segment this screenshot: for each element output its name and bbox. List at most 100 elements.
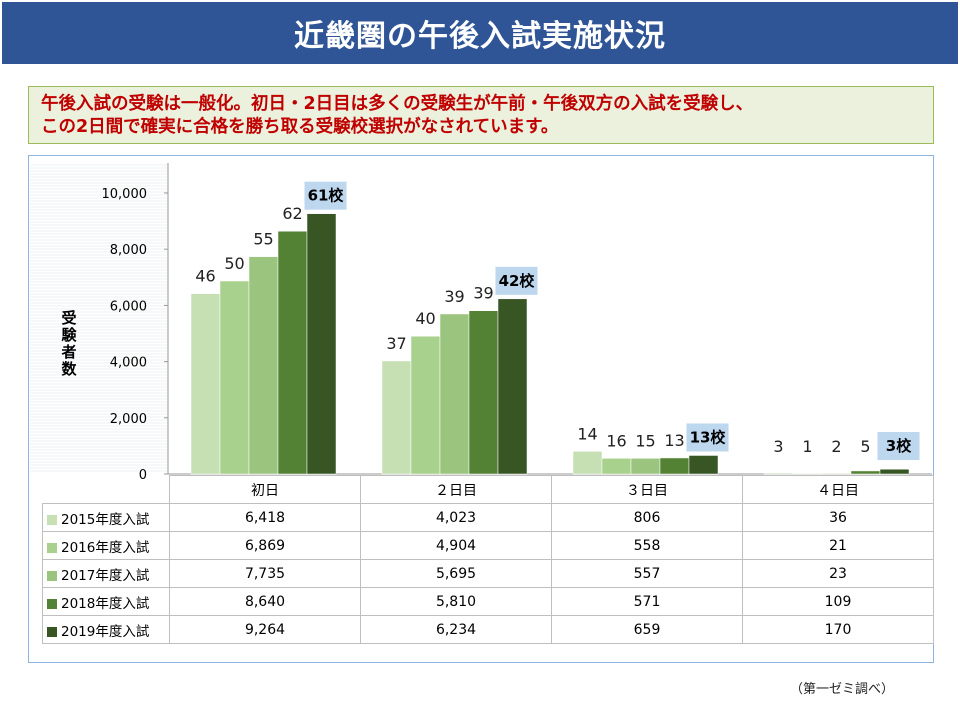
category-label: ３日目: [551, 475, 743, 504]
school-count-label: 15: [635, 431, 655, 450]
bar: [497, 298, 528, 475]
value-cell: 571: [551, 587, 743, 616]
school-count-label: 16: [606, 431, 626, 450]
school-count-label: 3校: [886, 437, 912, 455]
bar: [850, 470, 881, 475]
school-count-label: 5: [860, 437, 870, 456]
school-count-label: 39: [473, 284, 493, 303]
bar: [601, 458, 632, 475]
bar: [630, 458, 661, 475]
value-cell: 6,869: [169, 531, 361, 560]
bar: [821, 473, 852, 475]
value-cell: 5,810: [360, 587, 552, 616]
series-legend: 2018年度入試: [42, 587, 170, 616]
table-row: 2016年度入試 6,869 4,904 558 21: [42, 531, 934, 560]
y-axis-label-char: 者: [61, 343, 77, 361]
value-cell: 557: [551, 559, 743, 588]
value-cell: 806: [551, 503, 743, 532]
legend-swatch: [47, 570, 57, 581]
callout-line-1: 午後入試の受験は一般化。初日・2日目は多くの受験生が午前・午後双方の入試を受験し…: [41, 94, 754, 114]
value-cell: 7,735: [169, 559, 361, 588]
y-axis-label-char: 数: [61, 360, 77, 378]
legend-swatch: [47, 514, 57, 525]
bar: [277, 230, 308, 475]
school-count-highlight: [304, 181, 347, 210]
value-cell: 6,234: [360, 615, 552, 644]
y-axis-label: 受験者数: [58, 310, 80, 378]
category-label: ４日目: [742, 475, 934, 504]
y-tick-label: 2,000: [110, 412, 147, 427]
bar: [659, 457, 690, 475]
series-name: 2015年度入試: [61, 511, 150, 528]
value-cell: 4,023: [360, 503, 552, 532]
table-row: 2019年度入試 9,264 6,234 659 170: [42, 615, 934, 644]
summary-callout: 午後入試の受験は一般化。初日・2日目は多くの受験生が午前・午後双方の入試を受験し…: [28, 86, 934, 144]
school-count-label: 13校: [690, 428, 727, 446]
bar: [688, 455, 719, 475]
category-label: ２日目: [360, 475, 552, 504]
bar: [190, 293, 221, 475]
school-count-label: 3: [773, 437, 783, 456]
y-tick-label: 6,000: [110, 299, 147, 314]
page-title: 近畿圏の午後入試実施状況: [2, 2, 958, 64]
bar: [306, 213, 337, 475]
school-count-label: 50: [224, 254, 244, 273]
school-count-label: 46: [195, 267, 215, 286]
school-count-label: 40: [415, 309, 435, 328]
category-label: 初日: [169, 475, 361, 504]
school-count-label: 42校: [499, 272, 536, 290]
value-cell: 170: [742, 615, 934, 644]
callout-line-2: この2日間で確実に合格を勝ち取る受験校選択がなされています。: [41, 117, 559, 137]
table-header-row: 初日 ２日目 ３日目 ４日目: [42, 475, 934, 504]
value-cell: 109: [742, 587, 934, 616]
school-count-highlight: [877, 432, 920, 460]
value-cell: 23: [742, 559, 934, 588]
bar: [410, 335, 441, 475]
bar: [879, 468, 910, 475]
school-count-highlight: [495, 266, 538, 295]
school-count-label: 14: [577, 424, 597, 443]
legend-swatch: [47, 542, 57, 553]
value-cell: 21: [742, 531, 934, 560]
school-count-label: 39: [444, 287, 464, 306]
y-axis-label-char: 受: [61, 309, 77, 327]
school-count-label: 37: [386, 334, 406, 353]
table-row: 2018年度入試 8,640 5,810 571 109: [42, 587, 934, 616]
series-legend: 2015年度入試: [42, 503, 170, 532]
bar: [219, 280, 250, 475]
legend-swatch: [47, 598, 57, 609]
y-tick-label: 8,000: [110, 243, 147, 258]
school-count-label: 2: [831, 437, 841, 456]
source-note: （第一ゼミ調べ）: [790, 682, 895, 697]
value-cell: 4,904: [360, 531, 552, 560]
table-row: 2017年度入試 7,735 5,695 557 23: [42, 559, 934, 588]
data-table: 初日 ２日目 ３日目 ４日目 2015年度入試 6,418 4,023 806 36 2016年度…: [42, 475, 934, 644]
series-name: 2017年度入試: [61, 567, 150, 584]
table-corner: [42, 475, 170, 504]
school-count-label: 13: [664, 431, 684, 450]
school-count-label: 55: [253, 230, 273, 249]
school-count-label: 62: [282, 204, 302, 223]
series-legend: 2019年度入試: [42, 615, 170, 644]
bar: [439, 313, 470, 475]
legend-swatch: [47, 626, 57, 637]
bar: [792, 473, 823, 475]
bar: [468, 310, 499, 475]
y-axis-label-char: 験: [61, 326, 77, 344]
series-legend: 2016年度入試: [42, 531, 170, 560]
value-cell: 9,264: [169, 615, 361, 644]
school-count-label: 61校: [308, 187, 345, 205]
school-count-label: 1: [802, 437, 812, 456]
school-count-highlight: [686, 423, 729, 452]
value-cell: 659: [551, 615, 743, 644]
value-cell: 5,695: [360, 559, 552, 588]
series-name: 2019年度入試: [61, 623, 150, 640]
series-legend: 2017年度入試: [42, 559, 170, 588]
table-row: 2015年度入試 6,418 4,023 806 36: [42, 503, 934, 532]
value-cell: 36: [742, 503, 934, 532]
bar: [763, 472, 794, 475]
bar: [381, 360, 412, 475]
y-tick-label: 4,000: [110, 356, 147, 371]
series-name: 2018年度入試: [61, 595, 150, 612]
